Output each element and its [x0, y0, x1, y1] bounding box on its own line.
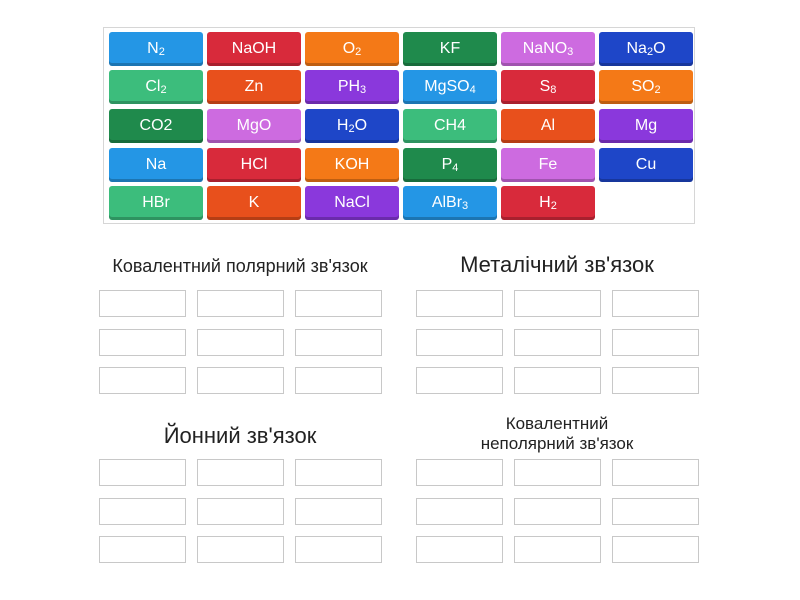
drop-slot-metallic[interactable]	[514, 328, 601, 356]
tile[interactable]: SO 2	[599, 70, 693, 104]
drop-slot-covalent-polar[interactable]	[99, 290, 186, 317]
tile[interactable]: AlBr 3	[403, 186, 497, 220]
drop-slot-ionic[interactable]	[99, 536, 186, 563]
subscript: 3	[360, 84, 367, 96]
tile[interactable]: HBr	[109, 186, 203, 220]
tile[interactable]: Na 2 O	[599, 32, 693, 66]
subscript: 2	[654, 84, 661, 96]
drop-slot-metallic[interactable]	[514, 367, 601, 394]
drop-slot-ionic[interactable]	[295, 459, 382, 486]
tile[interactable]: CH4	[403, 109, 497, 143]
group-title-covalent-nonpolar: Ковалентний неполярний зв'язок	[480, 414, 634, 453]
drop-slot-metallic[interactable]	[612, 328, 699, 356]
tile[interactable]: Al	[501, 109, 595, 143]
tile-tray: N 2 NaOH O 2 KF NaNO 3 Na 2 O Cl 2 Zn PH 3 MgSO 4 S 8 SO 2 CO2…	[103, 27, 695, 224]
drop-slot-ionic[interactable]	[295, 536, 382, 563]
tile[interactable]: Mg	[599, 109, 693, 143]
subscript: 2	[348, 123, 355, 135]
drop-slot-ionic[interactable]	[295, 497, 382, 525]
tile[interactable]: Zn	[207, 70, 301, 104]
drop-slot-ionic[interactable]	[197, 536, 284, 563]
group-title-ionic: Йонний зв'язок	[163, 423, 317, 448]
drop-slot-covalent-polar[interactable]	[295, 367, 382, 394]
tile[interactable]: Na	[109, 148, 203, 182]
group-title-covalent-polar: Ковалентний полярний зв'язок	[112, 256, 368, 276]
drop-slot-metallic[interactable]	[514, 290, 601, 317]
tile[interactable]: PH 3	[305, 70, 399, 104]
drop-slot-metallic[interactable]	[416, 367, 503, 394]
drop-slot-covalent-nonpolar[interactable]	[514, 497, 601, 525]
subscript: 3	[567, 46, 574, 58]
drop-slot-covalent-polar[interactable]	[197, 367, 284, 394]
tile[interactable]: MgSO 4	[403, 70, 497, 104]
drop-slot-metallic[interactable]	[612, 290, 699, 317]
drop-slot-metallic[interactable]	[612, 367, 699, 394]
tile[interactable]: Cu	[599, 148, 693, 182]
drop-slot-ionic[interactable]	[197, 459, 284, 486]
drop-slot-covalent-nonpolar[interactable]	[612, 536, 699, 563]
drop-slot-ionic[interactable]	[99, 497, 186, 525]
drop-slot-covalent-nonpolar[interactable]	[612, 459, 699, 486]
drop-slot-covalent-polar[interactable]	[99, 367, 186, 394]
subscript: 2	[355, 46, 362, 58]
subscript: 2	[646, 46, 654, 58]
drop-slot-ionic[interactable]	[197, 497, 284, 525]
drop-slot-covalent-nonpolar[interactable]	[416, 459, 503, 486]
tile[interactable]: NaCl	[305, 186, 399, 220]
drop-slot-covalent-nonpolar[interactable]	[612, 497, 699, 525]
drop-slot-covalent-polar[interactable]	[197, 328, 284, 356]
subscript: 2	[550, 200, 557, 212]
drop-slot-covalent-polar[interactable]	[99, 328, 186, 356]
drop-slot-metallic[interactable]	[416, 290, 503, 317]
tile[interactable]: K	[207, 186, 301, 220]
drop-slot-covalent-polar[interactable]	[295, 328, 382, 356]
drop-slot-covalent-nonpolar[interactable]	[514, 459, 601, 486]
subscript: 8	[550, 84, 557, 96]
group-title-metallic: Металічний зв'язок	[460, 252, 654, 277]
tile[interactable]: CO2	[109, 109, 203, 143]
tile[interactable]: KF	[403, 32, 497, 66]
subscript: 2	[158, 46, 165, 58]
drop-slot-covalent-nonpolar[interactable]	[514, 536, 601, 563]
drop-slot-covalent-polar[interactable]	[295, 290, 382, 317]
tile[interactable]: Cl 2	[109, 70, 203, 104]
tile[interactable]: NaNO 3	[501, 32, 595, 66]
subscript: 3	[462, 200, 469, 212]
tile[interactable]: MgO	[207, 109, 301, 143]
subscript: 4	[469, 84, 476, 96]
tile[interactable]: Fe	[501, 148, 595, 182]
drop-slot-covalent-polar[interactable]	[197, 290, 284, 317]
tile[interactable]: HCl	[207, 148, 301, 182]
drop-slot-covalent-nonpolar[interactable]	[416, 497, 503, 525]
drop-slot-covalent-nonpolar[interactable]	[416, 536, 503, 563]
drop-slot-metallic[interactable]	[416, 328, 503, 356]
tile[interactable]: KOH	[305, 148, 399, 182]
subscript: 4	[452, 162, 459, 174]
tile[interactable]: NaOH	[207, 32, 301, 66]
subscript: 2	[160, 84, 167, 96]
drop-slot-ionic[interactable]	[99, 459, 186, 486]
